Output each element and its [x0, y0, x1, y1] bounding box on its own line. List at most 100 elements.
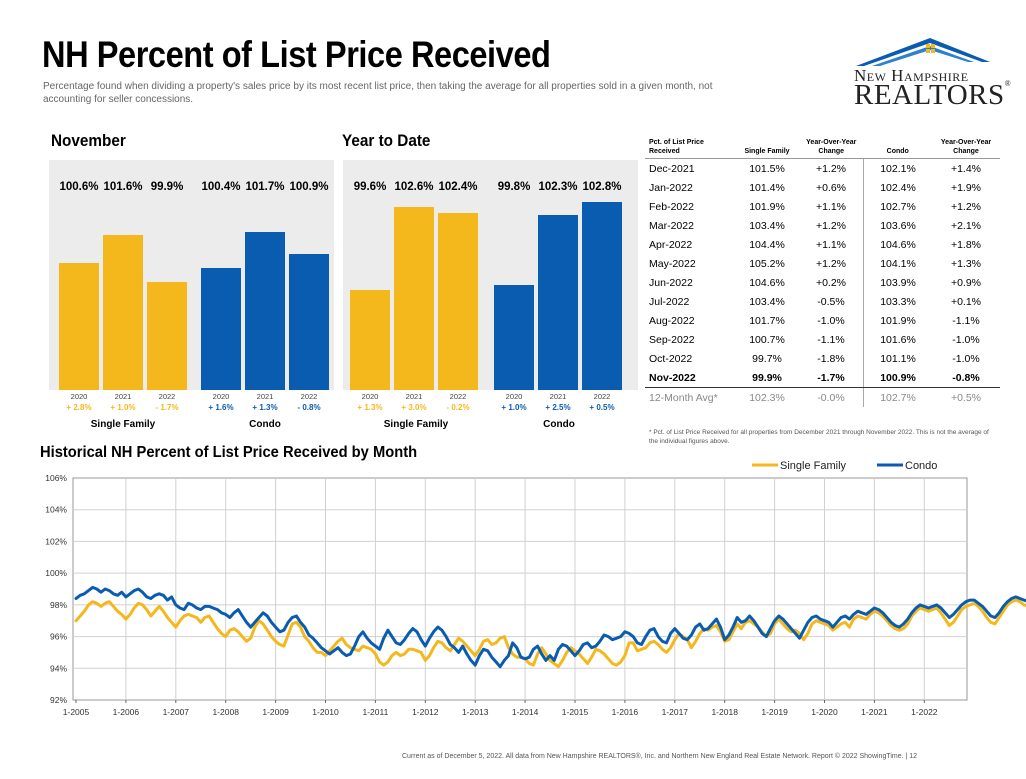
table-cell: 101.1% [863, 349, 932, 368]
bar-year-label: 2022 [593, 392, 611, 401]
logo-line-1: New Hampshire [854, 66, 969, 85]
history-title: Historical NH Percent of List Price Rece… [40, 444, 418, 461]
table-cell: Feb-2022 [649, 200, 694, 213]
table-cell: 103.9% [863, 273, 932, 292]
table-cell: 103.3% [863, 292, 932, 311]
table-cell: +0.5% [950, 391, 982, 404]
bar-year-label: 2020 [505, 392, 523, 401]
table-cell: -0.5% [817, 295, 845, 308]
table-cell: 102.3% [749, 391, 785, 404]
table-cell: +0.6% [815, 181, 847, 194]
november-single-family-bar [147, 281, 187, 390]
table-cell: -1.8% [817, 352, 845, 365]
y-tick-label: 102% [45, 536, 67, 546]
y-tick-label: 92% [50, 695, 67, 705]
y-tick-label: 104% [45, 505, 67, 515]
table-row: Feb-2022 101.9% +1.1% 102.7% +1.2% [645, 197, 1000, 216]
x-tick-label: 1-2020 [811, 707, 838, 717]
bar-change-label: + 1.0% [110, 403, 136, 412]
x-tick-label: 1-2009 [262, 707, 289, 717]
table-cell: 105.2% [749, 257, 785, 270]
x-tick-label: 1-2019 [761, 707, 788, 717]
table-row: Oct-2022 99.7% -1.8% 101.1% -1.0% [645, 349, 1000, 368]
november-single-family-bar [103, 234, 143, 390]
table-cell: -0.0% [817, 391, 845, 404]
x-tick-label: 1-2016 [612, 707, 639, 717]
table-cell: 99.9% [735, 368, 799, 388]
x-tick-label: 1-2006 [113, 707, 140, 717]
bar-value-label: 102.3% [538, 181, 578, 193]
table-cell: 104.6% [749, 276, 785, 289]
table-cell: 101.6% [863, 330, 932, 349]
table-row: Jun-2022 104.6% +0.2% 103.9% +0.9% [645, 273, 1000, 292]
y-tick-label: 96% [50, 632, 67, 642]
table-cell: 104.4% [749, 238, 785, 251]
table-cell: -1.1% [817, 333, 845, 346]
bar-value-label: 102.4% [438, 181, 478, 193]
bar-value-label: 102.8% [582, 181, 622, 193]
table-cell: +1.2% [815, 257, 847, 270]
table-cell: +1.3% [950, 257, 982, 270]
bar-change-label: - 1.7% [155, 403, 179, 412]
bar-year-label: 2021 [405, 392, 423, 401]
table-cell: 102.7% [863, 387, 932, 407]
table-cell: +0.2% [815, 276, 847, 289]
ytd-condo-bar [494, 284, 534, 390]
bar-change-label: + 3.0% [401, 403, 427, 412]
logo-line-2: REALTORS® [854, 79, 1012, 111]
table-row: Sep-2022 100.7% -1.1% 101.6% -1.0% [645, 330, 1000, 349]
table-cell: +1.2% [815, 162, 847, 175]
table-row: Dec-2021 101.5% +1.2% 102.1% +1.4% [645, 158, 1000, 178]
x-tick-label: 1-2012 [412, 707, 439, 717]
bar-change-label: + 2.5% [545, 403, 571, 412]
x-tick-label: 1-2015 [562, 707, 589, 717]
table-row: Apr-2022 104.4% +1.1% 104.6% +1.8% [645, 235, 1000, 254]
ytd-condo-bar [582, 201, 622, 390]
bar-year-label: 2020 [70, 392, 88, 401]
table-cell: +1.1% [815, 200, 847, 213]
page-title: NH Percent of List Price Received [42, 34, 551, 75]
table-cell: +1.2% [950, 200, 982, 213]
ytd-single-family-bar [350, 290, 390, 390]
november-condo-group-label: Condo [249, 419, 281, 430]
bar-value-label: 99.6% [353, 181, 387, 193]
x-tick-label: 1-2013 [462, 707, 489, 717]
bar-change-label: + 2.8% [66, 403, 92, 412]
table-cell: Jan-2022 [649, 181, 693, 194]
x-tick-label: 1-2010 [312, 707, 339, 717]
bar-change-label: + 1.0% [501, 403, 527, 412]
bar-change-label: + 1.6% [208, 403, 234, 412]
table-cell: +1.1% [815, 238, 847, 251]
table-cell: 102.7% [863, 197, 932, 216]
table-cell: May-2022 [649, 257, 696, 270]
page-subtitle: Percentage found when dividing a propert… [43, 81, 713, 105]
table-cell: -1.0% [817, 314, 845, 327]
x-tick-label: 1-2007 [163, 707, 190, 717]
table-footnote: * Pct. of List Price Received for all pr… [649, 429, 989, 445]
table-cell: 102.1% [863, 158, 932, 178]
table-cell: 101.5% [749, 162, 785, 175]
table-cell: Mar-2022 [649, 219, 694, 232]
x-tick-label: 1-2011 [362, 707, 388, 717]
x-tick-label: 1-2014 [512, 707, 539, 717]
bar-value-label: 100.9% [289, 181, 329, 193]
table-row: May-2022 105.2% +1.2% 104.1% +1.3% [645, 254, 1000, 273]
table-cell: 101.4% [749, 181, 785, 194]
table-cell: 104.1% [863, 254, 932, 273]
bar-change-label: - 0.8% [297, 403, 321, 412]
bar-year-label: 2021 [114, 392, 132, 401]
ytd-single-family-bar [438, 212, 478, 390]
legend-label: Condo [905, 460, 937, 472]
table-cell: Apr-2022 [649, 238, 693, 251]
legend-label: Single Family [780, 460, 847, 472]
bar-year-label: 2021 [549, 392, 567, 401]
plot-area [72, 477, 968, 701]
x-tick-label: 1-2018 [711, 707, 738, 717]
ytd-condo-group-label: Condo [543, 419, 575, 430]
single-family-series-line [74, 598, 1026, 669]
november-condo-bar [289, 254, 329, 390]
november-single-family-bar [59, 262, 99, 390]
x-tick-label: 1-2005 [63, 707, 90, 717]
table-row: Jul-2022 103.4% -0.5% 103.3% +0.1% [645, 292, 1000, 311]
table-cell: +1.8% [950, 238, 982, 251]
